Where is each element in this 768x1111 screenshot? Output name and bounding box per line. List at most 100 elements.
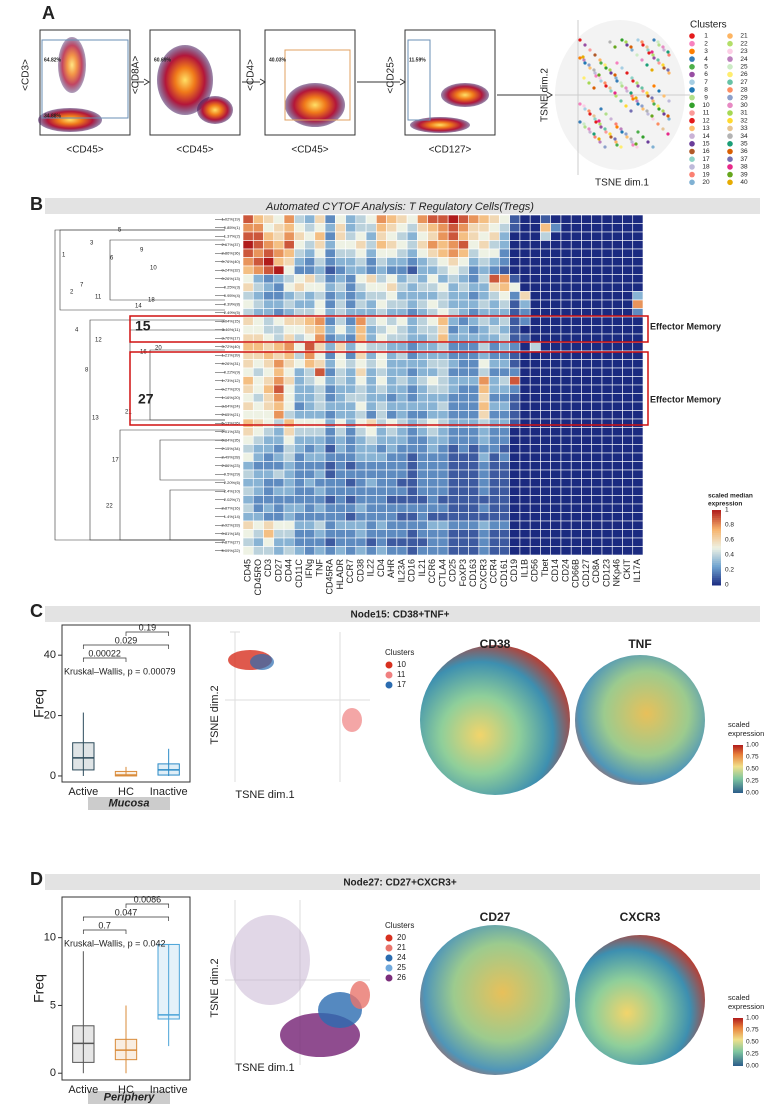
tsne-point — [604, 112, 608, 116]
heat-cell — [519, 291, 531, 301]
heat-cell — [335, 223, 346, 233]
heat-cell — [304, 231, 316, 241]
heat-cell — [293, 410, 305, 420]
heat-cell — [570, 486, 582, 496]
heat-cell — [458, 410, 469, 420]
heat-cell — [345, 376, 357, 386]
heat-cell — [499, 291, 510, 301]
heat-cell — [293, 401, 305, 411]
tsne-point — [645, 109, 649, 113]
heat-cell — [509, 478, 521, 488]
heat-cell — [293, 274, 305, 284]
heat-cell — [540, 342, 551, 352]
heat-cell — [591, 257, 603, 267]
heat-cell — [355, 461, 367, 471]
heat-cell — [591, 248, 603, 258]
heat-cell — [458, 478, 469, 488]
heat-cell — [632, 282, 644, 292]
heat-cell — [519, 469, 531, 479]
heat-cell — [601, 359, 613, 369]
heat-cell — [468, 546, 480, 556]
heat-cell — [632, 410, 644, 420]
heat-cell — [570, 223, 582, 233]
heat-cell — [396, 248, 408, 258]
tsne-point — [641, 107, 645, 111]
heat-cell — [478, 452, 490, 462]
tsne-point — [598, 122, 602, 126]
tsne-point — [608, 132, 612, 136]
heat-cell — [324, 461, 336, 471]
tsne-point — [636, 38, 640, 42]
tsne-point — [615, 143, 619, 147]
heat-cell — [376, 291, 387, 301]
tsne-point — [592, 86, 596, 90]
heat-cell — [540, 384, 551, 394]
heat-cell — [263, 265, 275, 275]
heat-cell — [550, 469, 562, 479]
heat-cell — [304, 316, 316, 326]
heat-cell — [283, 452, 295, 462]
heat-cell — [386, 410, 398, 420]
colorbar-step — [712, 532, 721, 535]
heat-cell — [611, 469, 623, 479]
heat-cell — [242, 367, 254, 377]
node-label: 17 — [112, 458, 119, 464]
heat-cell — [622, 427, 634, 437]
heat-cell — [406, 495, 418, 505]
heat-cell — [376, 520, 387, 530]
heat-cell — [314, 359, 326, 369]
heat-cell — [283, 282, 295, 292]
heat-cell — [304, 444, 316, 454]
heat-cell — [488, 248, 500, 258]
colorbar-step — [712, 510, 721, 513]
tsne-point — [578, 56, 582, 60]
heat-cell — [365, 495, 377, 505]
tsne-point — [620, 84, 624, 88]
legend-label: 5 — [704, 64, 708, 71]
heat-cell — [242, 537, 254, 547]
heat-cell — [519, 359, 531, 369]
colorbar-step — [712, 558, 721, 562]
heat-cell — [283, 537, 295, 547]
heat-cell — [570, 231, 582, 241]
heat-cell — [304, 325, 316, 335]
heat-cell — [365, 452, 377, 462]
heat-cell — [550, 231, 562, 241]
heat-cell — [468, 359, 480, 369]
heat-cell — [293, 342, 305, 352]
heat-cell — [406, 240, 418, 250]
heat-cell — [560, 291, 572, 301]
heat-cell — [529, 316, 541, 326]
heat-cell — [622, 257, 634, 267]
tsne-point — [578, 38, 582, 42]
heat-cell — [540, 503, 551, 513]
tsne-point — [640, 40, 644, 44]
heat-cell — [437, 486, 449, 496]
heat-cell — [324, 486, 336, 496]
heat-cell — [468, 299, 480, 309]
heat-cell — [601, 299, 613, 309]
axis-label: <CD45> — [291, 145, 328, 156]
heat-cell — [632, 444, 644, 454]
heat-cell — [406, 333, 418, 343]
heat-cell — [396, 333, 408, 343]
heat-cell — [529, 393, 541, 403]
heat-cell — [335, 282, 346, 292]
heat-cell — [355, 435, 367, 445]
tsne-point — [656, 122, 660, 126]
heat-cell — [335, 503, 346, 513]
heat-cell — [417, 291, 428, 301]
heat-cell — [611, 418, 623, 428]
legend-swatch — [385, 681, 393, 689]
heat-cell — [355, 478, 367, 488]
heat-cell — [314, 367, 326, 377]
heat-cell — [550, 512, 562, 522]
heat-cell — [540, 240, 551, 250]
heat-cell — [611, 384, 623, 394]
heat-cell — [345, 333, 357, 343]
heat-cell — [519, 274, 531, 284]
heat-cell — [406, 520, 418, 530]
heat-cell — [314, 495, 326, 505]
node-label: 21 — [125, 410, 132, 416]
heat-cell — [437, 240, 449, 250]
